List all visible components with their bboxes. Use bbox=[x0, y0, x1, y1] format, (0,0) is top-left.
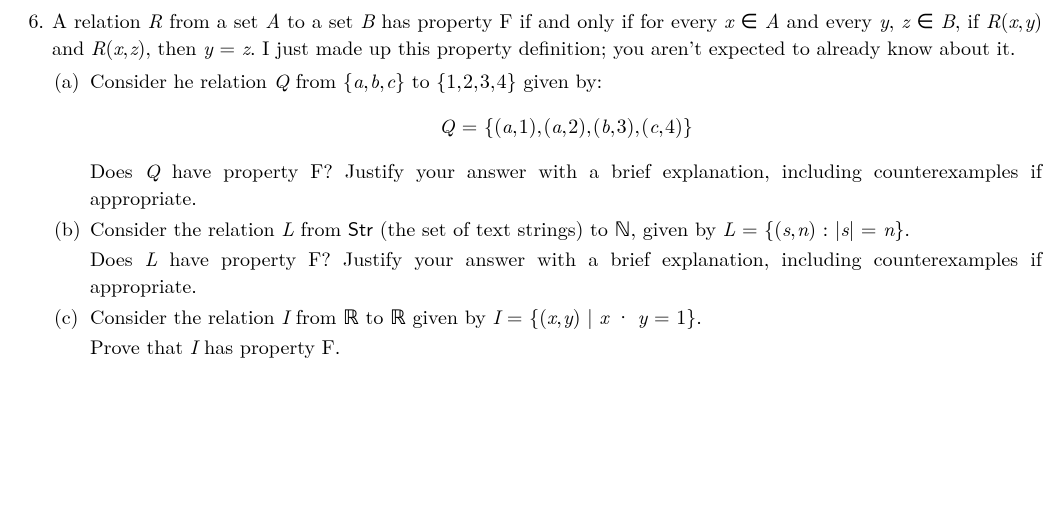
part-a-line1: Consider he relation Q from {a, b, c} to… bbox=[90, 66, 1042, 93]
part-c-body: Consider the relation I from ℝ to ℝ give… bbox=[90, 302, 1042, 359]
problem-number: 6. bbox=[6, 6, 52, 359]
problem-page: 6. A relation R from a set A to a set B … bbox=[0, 0, 1064, 365]
part-a-display: Q = {(a, 1), (a, 2), (b, 3), (c, 4)} bbox=[90, 111, 1042, 138]
part-c-line1: Consider the relation I from ℝ to ℝ give… bbox=[90, 302, 1042, 332]
problem-parts: (a) Consider he relation Q from {a, b, c… bbox=[52, 66, 1042, 359]
part-b-body: Consider the relation L from Str (the se… bbox=[90, 214, 1042, 298]
part-label-a: (a) bbox=[52, 66, 90, 210]
problem-intro: A relation R from a set A to a set B has… bbox=[52, 6, 1042, 60]
problem-6: 6. A relation R from a set A to a set B … bbox=[6, 6, 1042, 359]
part-a-line2: Does Q have property F? Justify your ans… bbox=[90, 156, 1042, 210]
part-b-line1: Consider the relation L from Str (the se… bbox=[90, 214, 1042, 244]
part-a: (a) Consider he relation Q from {a, b, c… bbox=[52, 66, 1042, 210]
problem-body: A relation R from a set A to a set B has… bbox=[52, 6, 1042, 359]
part-label-c: (c) bbox=[52, 302, 90, 359]
part-b: (b) Consider the relation L from Str (th… bbox=[52, 214, 1042, 298]
part-label-b: (b) bbox=[52, 214, 90, 298]
part-a-body: Consider he relation Q from {a, b, c} to… bbox=[90, 66, 1042, 210]
part-b-line2: Does L have property F? Justify your ans… bbox=[90, 244, 1042, 298]
part-c-line2: Prove that I has property F. bbox=[90, 332, 1042, 359]
part-c: (c) Consider the relation I from ℝ to ℝ … bbox=[52, 302, 1042, 359]
